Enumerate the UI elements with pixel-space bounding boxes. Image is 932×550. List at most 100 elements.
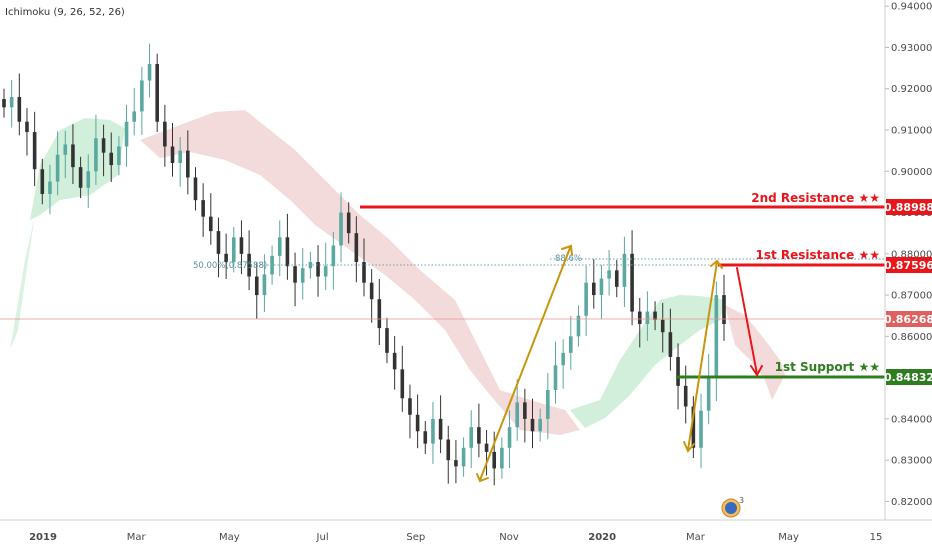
- candle-body: [262, 274, 267, 296]
- time-tick-label: Nov: [499, 532, 519, 543]
- price-tick-label: 0.86000: [891, 332, 932, 343]
- event-badge-icon[interactable]: 3: [721, 496, 744, 518]
- candle-body: [454, 460, 458, 467]
- candle-body: [247, 253, 251, 277]
- candle-body: [507, 427, 512, 448]
- candle-body: [63, 144, 68, 155]
- candle-body: [415, 414, 420, 432]
- candle-body: [17, 96, 22, 122]
- candle-body: [400, 369, 405, 399]
- price-tick-label: 0.94000: [891, 2, 932, 13]
- candle-body: [576, 315, 581, 337]
- candle-body: [569, 336, 573, 353]
- candle-body: [408, 398, 412, 415]
- candle-body: [331, 245, 336, 267]
- candle-body: [293, 266, 297, 283]
- candle-body: [553, 365, 558, 390]
- candle-body: [369, 282, 374, 300]
- candle-body: [561, 352, 565, 366]
- candle-body: [683, 385, 688, 407]
- candle-body: [477, 427, 481, 444]
- price-tick-label: 0.84000: [891, 414, 932, 425]
- candle-body: [423, 431, 428, 444]
- time-tick-label: Sep: [406, 532, 425, 543]
- price-tick-label: 0.91000: [891, 126, 932, 137]
- price-tick-label: 0.88000: [891, 249, 932, 260]
- candle-body: [209, 216, 213, 232]
- candle-body: [201, 200, 205, 217]
- price-tick-label: 0.83000: [891, 456, 932, 467]
- time-tick-label: Mar: [686, 532, 706, 543]
- gold-arrows: [476, 244, 723, 483]
- time-tick-label: May: [778, 532, 799, 543]
- candle-body: [469, 427, 474, 448]
- candle-body: [699, 410, 703, 448]
- candle-body: [530, 418, 535, 432]
- candle-body: [124, 121, 129, 147]
- candle-body: [40, 169, 45, 194]
- candle-body: [155, 63, 159, 122]
- first-support-tag: 0.84832: [884, 369, 932, 385]
- candle-body: [285, 237, 290, 267]
- candle-body: [239, 237, 244, 254]
- candle-body: [676, 356, 680, 386]
- candle-body: [216, 231, 221, 254]
- candle-body: [140, 80, 144, 112]
- candle-body: [94, 138, 98, 172]
- candle-body: [346, 212, 351, 234]
- first-resistance-tag: 0.87596: [884, 257, 932, 273]
- candle-body: [591, 282, 596, 296]
- svg-text:0.86268: 0.86268: [884, 313, 932, 326]
- candle-body: [538, 418, 542, 432]
- candle-body: [722, 295, 726, 324]
- candle-body: [178, 150, 182, 164]
- candle-body: [170, 146, 175, 164]
- price-tick-label: 0.90000: [891, 167, 932, 178]
- svg-text:0.88988: 0.88988: [884, 201, 932, 214]
- first-resistance-label: 1st Resistance ★★: [755, 248, 880, 262]
- candle-body: [484, 443, 489, 452]
- price-axis[interactable]: 0.940000.930000.920000.910000.900000.890…: [885, 2, 932, 508]
- price-tick-label: 0.82000: [891, 497, 932, 508]
- candle-body: [614, 270, 619, 287]
- candle-body: [117, 146, 121, 166]
- candle-body: [500, 447, 504, 469]
- candle-body: [354, 233, 359, 263]
- candle-body: [362, 262, 366, 283]
- candle-body: [132, 111, 137, 122]
- fib-50-label: 50.00%(0.87588): [193, 261, 267, 271]
- candle-body: [714, 295, 719, 378]
- time-axis[interactable]: 2019 Mar May Jul Sep Nov 2020 Mar May 15: [29, 532, 882, 543]
- candle-body: [163, 121, 167, 147]
- candle-body: [193, 177, 198, 201]
- candle-body: [630, 253, 634, 312]
- second-resistance-tag: 0.88988: [884, 199, 932, 215]
- time-tick-label: 2019: [29, 532, 57, 543]
- candle-body: [645, 311, 650, 324]
- candle-body: [300, 268, 305, 283]
- indicator-label[interactable]: Ichimoku (9, 26, 52, 26): [5, 7, 125, 18]
- candle-body: [25, 121, 29, 133]
- candle-body: [660, 319, 665, 333]
- candle-body: [385, 328, 389, 353]
- candle-body: [254, 276, 259, 296]
- event-badge-count: 3: [739, 496, 744, 505]
- candle-body: [377, 299, 382, 329]
- svg-text:0.87596: 0.87596: [884, 259, 932, 272]
- price-tick-label: 0.92000: [891, 84, 932, 95]
- candle-body: [186, 150, 190, 178]
- candle-body: [584, 282, 588, 316]
- candle-body: [492, 451, 497, 469]
- svg-text:0.84832: 0.84832: [884, 371, 932, 384]
- candle-body: [48, 181, 52, 194]
- time-tick-label: 2020: [588, 532, 616, 543]
- candle-body: [691, 406, 696, 448]
- time-tick-label: May: [219, 532, 240, 543]
- candle-body: [622, 253, 627, 287]
- candle-body: [339, 212, 343, 246]
- candle-body: [546, 390, 550, 419]
- red-projection-arrow: [736, 267, 763, 377]
- candle-body: [109, 152, 114, 166]
- candle-body: [32, 132, 37, 170]
